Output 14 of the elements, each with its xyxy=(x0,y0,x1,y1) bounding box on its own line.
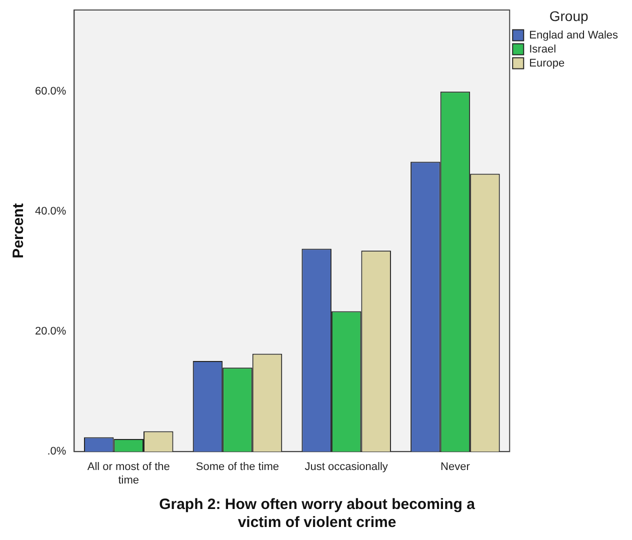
legend-label: Israel xyxy=(529,43,556,56)
y-axis-title: Percent xyxy=(10,203,28,258)
y-tick-label: 60.0% xyxy=(34,86,66,98)
x-tick-label: Just occasionally xyxy=(304,461,388,474)
y-tick-label: 40.0% xyxy=(34,206,66,218)
legend-label: Englad and Wales xyxy=(529,29,618,42)
x-tick-label: Some of the time xyxy=(196,461,280,474)
y-tick-label: .0% xyxy=(47,446,66,458)
y-tick-label: 20.0% xyxy=(34,326,66,338)
legend-label: Europe xyxy=(529,57,565,70)
legend-title: Group xyxy=(549,8,588,24)
x-tick-label: Never xyxy=(440,461,470,474)
text: Graph 2: How often worry about becoming a victim of violent crime xyxy=(159,496,476,532)
x-tick-label: All or most of the time xyxy=(87,461,170,486)
